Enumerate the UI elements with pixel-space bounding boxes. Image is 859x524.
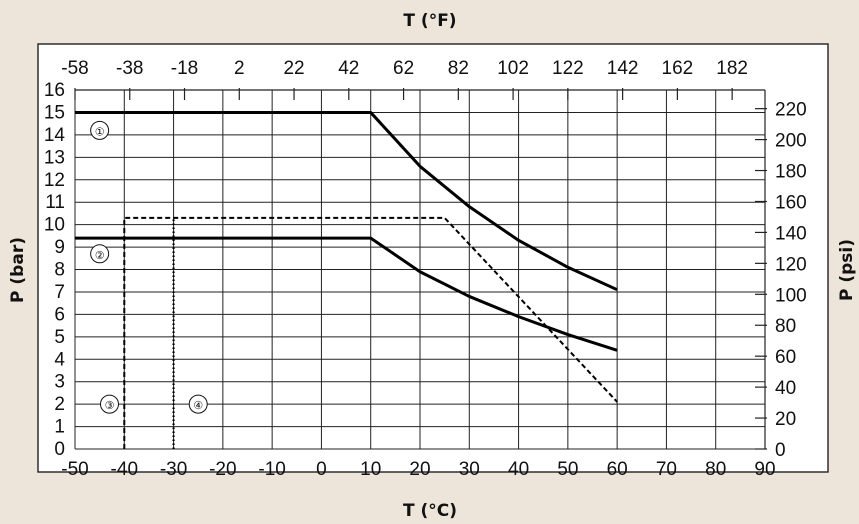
right-tick-label: 200 (775, 131, 807, 152)
right-tick-label: 120 (775, 254, 807, 275)
series-marker-circle (100, 394, 119, 414)
x-tick-label: 30 (459, 459, 480, 480)
y-tick-label: 12 (44, 170, 65, 191)
right-tick-label: 60 (775, 347, 796, 368)
y-tick-label: 11 (45, 192, 65, 213)
series-line-1 (75, 110, 618, 292)
x-tick-label: 90 (754, 459, 775, 480)
x-tick-label: 10 (360, 459, 381, 480)
y-tick-label: 8 (54, 260, 65, 281)
series-annotation-label: ① (95, 125, 105, 138)
series-lines (75, 110, 618, 449)
right-tick-label: 160 (775, 192, 807, 213)
series-line-3 (123, 216, 618, 449)
series-annotation-label: ③ (105, 399, 115, 412)
y-tick-label: 3 (54, 372, 65, 393)
top-tick-label: -38 (116, 58, 143, 79)
y-tick-label: 2 (54, 394, 65, 415)
right-tick-label: 80 (775, 316, 796, 337)
y-tick-label: 9 (54, 237, 65, 258)
top-tick-label: 182 (716, 58, 748, 79)
top-tick-label: 62 (393, 58, 414, 79)
x-axis-bottom-title: T (°C) (403, 501, 457, 521)
y-tick-label: 5 (54, 327, 65, 348)
y-axis-right-title: P (psi) (837, 239, 857, 301)
top-tick-label: 142 (607, 58, 639, 79)
top-tick-label: 22 (283, 58, 304, 79)
x-tick-label: -10 (258, 459, 285, 480)
axis-ticks: -50 -40 -30 -20 -10 0 10 20 30 40 50 60 70 80 90012345… (44, 58, 807, 480)
x-tick-label: -50 (61, 459, 88, 480)
series-annotations: ① ② ③ ④ (90, 120, 208, 414)
y-tick-label: 16 (44, 80, 65, 101)
top-tick-label: 162 (662, 58, 694, 79)
top-tick-label: 42 (338, 58, 359, 79)
x-tick-label: 0 (316, 459, 327, 480)
series-marker-circle (90, 120, 110, 140)
x-tick-label: 20 (409, 459, 430, 480)
x-tick-label: 70 (656, 459, 677, 480)
y-tick-label: 4 (54, 349, 65, 370)
y-tick-label: 10 (44, 215, 65, 236)
x-tick-label: 80 (705, 459, 726, 480)
y-tick-label: 7 (54, 282, 65, 303)
right-tick-label: 100 (775, 285, 807, 306)
x-tick-label: 50 (557, 459, 578, 480)
series-annotation-label: ② (95, 249, 105, 262)
x-tick-label: -20 (209, 459, 236, 480)
y-tick-label: 0 (54, 439, 65, 460)
right-tick-label: 180 (775, 162, 807, 183)
y-tick-label: 15 (44, 102, 65, 123)
right-tick-label: 220 (775, 100, 807, 121)
right-tick-label: 0 (775, 440, 786, 461)
y-tick-label: 6 (54, 304, 65, 325)
series-line-2 (75, 236, 618, 352)
plot-frame (37, 43, 829, 473)
top-tick-label: 2 (234, 58, 245, 79)
x-tick-label: 60 (607, 459, 628, 480)
right-tick-label: 20 (775, 409, 796, 430)
x-tick-label: 40 (508, 459, 529, 480)
x-axis-top-title: T (°F) (403, 11, 456, 31)
top-tick-label: 122 (552, 58, 584, 79)
x-tick-label: -40 (111, 459, 138, 480)
top-tick-label: -58 (61, 58, 88, 79)
y-tick-label: 13 (44, 147, 65, 168)
y-tick-label: 1 (54, 417, 65, 438)
right-tick-label: 40 (775, 378, 796, 399)
series-annotation-label: ④ (193, 399, 203, 412)
y-axis-left-title: P (bar) (8, 237, 28, 303)
x-tick-label: -30 (160, 459, 187, 480)
right-tick-label: 140 (775, 223, 807, 244)
grid (74, 89, 766, 450)
top-tick-label: -18 (171, 58, 198, 79)
y-tick-label: 14 (44, 125, 66, 146)
top-tick-label: 82 (448, 58, 469, 79)
top-tick-label: 102 (497, 58, 529, 79)
series-marker-circle (90, 244, 110, 264)
series-marker-circle (188, 394, 208, 414)
